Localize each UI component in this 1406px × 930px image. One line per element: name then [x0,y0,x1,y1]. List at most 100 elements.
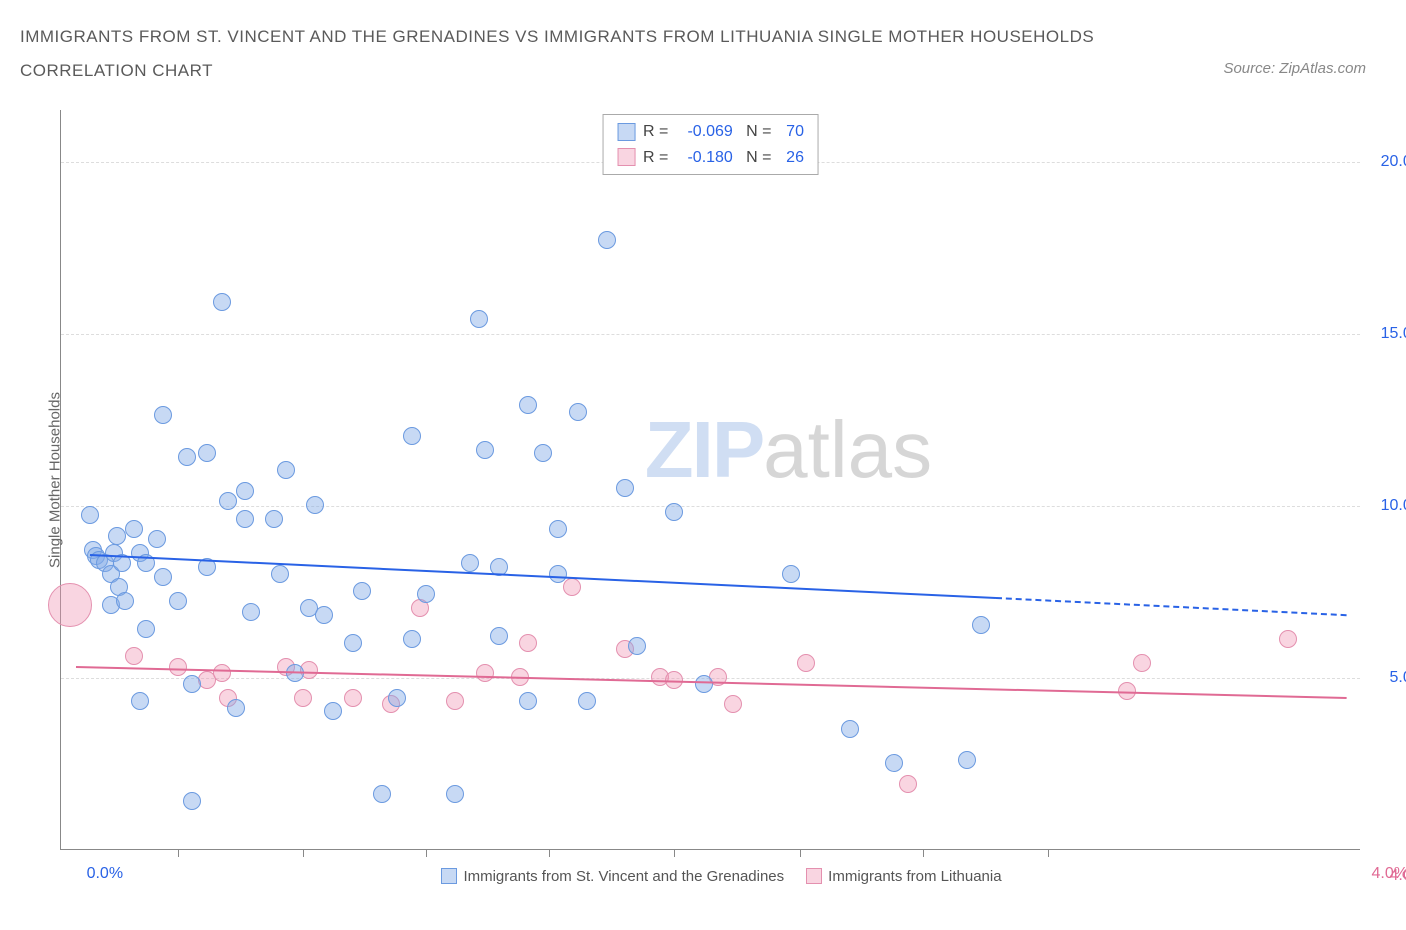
x-tick-label-right: 4.0% [1372,865,1406,883]
x-tick-mark [549,849,550,857]
data-point-svg [519,692,537,710]
data-point-lith [476,664,494,682]
data-point-lith [213,664,231,682]
x-tick-label-left: 0.0% [87,865,123,883]
data-point-svg [306,496,324,514]
data-point-svg [569,403,587,421]
trend-line [996,597,1347,616]
data-point-svg [344,634,362,652]
trend-line [90,554,996,599]
data-point-lith [563,578,581,596]
data-point-lith [446,692,464,710]
x-tick-mark [178,849,179,857]
data-point-svg [373,785,391,803]
y-tick-label: 20.0% [1381,153,1406,171]
data-point-svg [616,479,634,497]
data-point-lith [899,775,917,793]
legend-stat-text: R = -0.180 N = 26 [643,145,804,171]
data-point-svg [277,461,295,479]
y-axis-label: Single Mother Households [47,392,64,568]
legend-swatch [806,868,822,884]
y-tick-label: 15.0% [1381,325,1406,343]
title-line-2: CORRELATION CHART [20,54,1386,88]
data-point-svg [169,592,187,610]
data-point-svg [108,527,126,545]
legend-stats: R = -0.069 N = 70R = -0.180 N = 26 [602,114,819,175]
data-point-lith [1279,630,1297,648]
source-label: Source: ZipAtlas.com [1223,60,1366,77]
title-line-1: IMMIGRANTS FROM ST. VINCENT AND THE GREN… [20,20,1386,54]
data-point-svg [324,702,342,720]
data-point-svg [265,510,283,528]
x-tick-mark [674,849,675,857]
watermark-zip: ZIP [645,405,763,494]
data-point-svg [628,637,646,655]
data-point-svg [81,506,99,524]
data-point-svg [470,310,488,328]
data-point-svg [972,616,990,634]
data-point-svg [841,720,859,738]
data-point-svg [227,699,245,717]
data-point-svg [519,396,537,414]
data-point-svg [236,482,254,500]
data-point-svg [137,620,155,638]
plot-area: Single Mother Households ZIPatlas R = -0… [60,110,1360,850]
legend-swatch [441,868,457,884]
data-point-svg [782,565,800,583]
data-point-svg [183,792,201,810]
x-tick-mark [303,849,304,857]
data-point-svg [446,785,464,803]
data-point-lith [724,695,742,713]
data-point-svg [549,565,567,583]
data-point-lith [797,654,815,672]
data-point-svg [578,692,596,710]
data-point-svg [695,675,713,693]
data-point-svg [236,510,254,528]
data-point-svg [271,565,289,583]
data-point-svg [534,444,552,462]
chart-title: IMMIGRANTS FROM ST. VINCENT AND THE GREN… [20,20,1386,88]
data-point-lith [519,634,537,652]
data-point-svg [353,582,371,600]
data-point-lith [1133,654,1151,672]
legend-series-label: Immigrants from Lithuania [828,868,1001,885]
data-point-svg [461,554,479,572]
legend-series: Immigrants from St. Vincent and the Gren… [61,868,1360,885]
data-point-svg [490,627,508,645]
data-point-svg [213,293,231,311]
data-point-svg [598,231,616,249]
correlation-chart: IMMIGRANTS FROM ST. VINCENT AND THE GREN… [20,20,1386,910]
data-point-lith [294,689,312,707]
x-tick-mark [1048,849,1049,857]
x-tick-mark [800,849,801,857]
data-point-svg [148,530,166,548]
x-tick-mark [923,849,924,857]
cluster-marker [48,583,92,627]
data-point-svg [116,592,134,610]
watermark: ZIPatlas [645,404,932,496]
gridline [61,506,1360,507]
gridline [61,334,1360,335]
data-point-svg [131,692,149,710]
legend-stat-row: R = -0.180 N = 26 [617,145,804,171]
data-point-svg [154,568,172,586]
legend-swatch [617,123,635,141]
y-tick-label: 10.0% [1381,497,1406,515]
data-point-svg [476,441,494,459]
data-point-svg [958,751,976,769]
data-point-svg [242,603,260,621]
legend-series-label: Immigrants from St. Vincent and the Gren… [463,868,784,885]
data-point-svg [403,630,421,648]
data-point-svg [403,427,421,445]
y-tick-label: 5.0% [1390,669,1406,687]
data-point-svg [183,675,201,693]
data-point-svg [125,520,143,538]
data-point-svg [198,444,216,462]
data-point-lith [125,647,143,665]
data-point-svg [219,492,237,510]
data-point-svg [549,520,567,538]
data-point-lith [344,689,362,707]
legend-stat-row: R = -0.069 N = 70 [617,119,804,145]
watermark-atlas: atlas [763,405,932,494]
data-point-lith [169,658,187,676]
